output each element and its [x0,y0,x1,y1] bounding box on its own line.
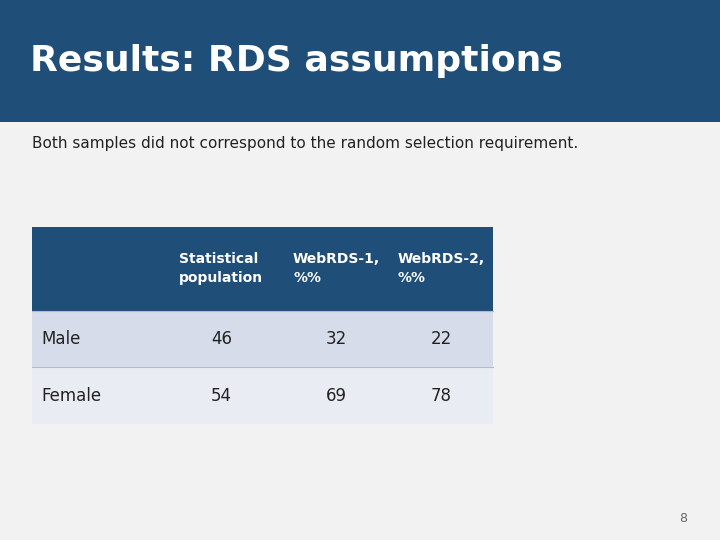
Text: 32: 32 [326,330,347,348]
Text: 78: 78 [431,387,451,404]
Text: WebRDS-1,
%%: WebRDS-1, %% [293,253,380,285]
Text: Results: RDS assumptions: Results: RDS assumptions [30,44,563,78]
Text: Male: Male [41,330,81,348]
Bar [32,310,493,367]
Text: Both samples did not correspond to the random selection requirement.: Both samples did not correspond to the r… [32,136,579,151]
Text: WebRDS-2,
%%: WebRDS-2, %% [397,253,485,285]
Bar [32,367,493,424]
Text: 54: 54 [211,387,232,404]
Text: Statistical
population: Statistical population [179,253,264,285]
Bar [0,0,720,122]
Text: 22: 22 [431,330,451,348]
Text: 69: 69 [326,387,347,404]
Text: Female: Female [41,387,102,404]
Bar [32,227,493,310]
Text: 8: 8 [680,512,688,525]
Text: 46: 46 [211,330,232,348]
